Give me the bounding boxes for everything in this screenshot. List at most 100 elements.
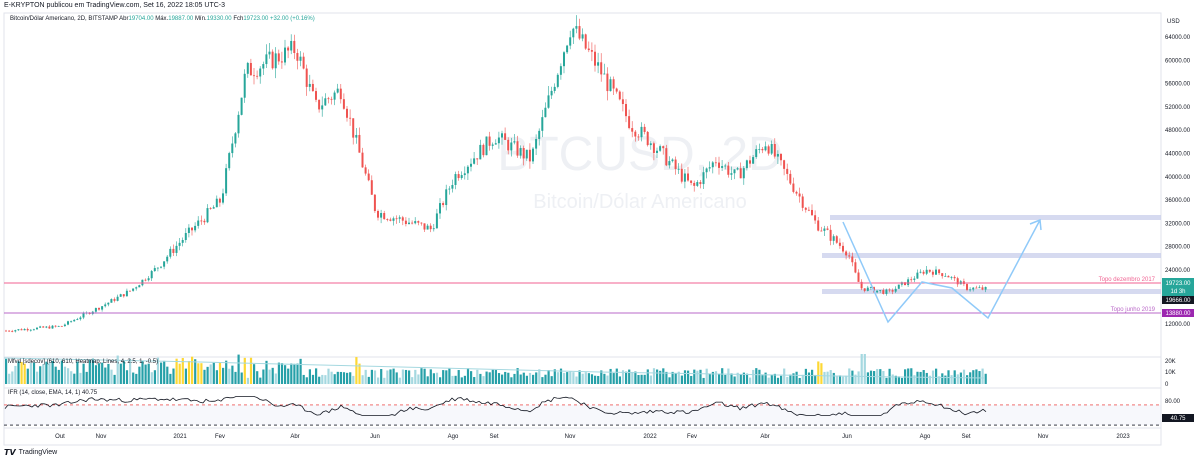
candle-body-193 xyxy=(603,73,606,75)
high-value: 19887.00 xyxy=(168,16,194,22)
candle-body-184 xyxy=(575,26,578,29)
volume-bar-265 xyxy=(826,371,829,384)
candle-body-148 xyxy=(463,173,466,176)
volume-bar-287 xyxy=(894,375,897,384)
price-axis-ticks: 64000.00 60000.00 56000.00 52000.00 48000.00… xyxy=(1165,35,1191,328)
volume-bar-203 xyxy=(634,371,637,384)
volume-bar-259 xyxy=(807,372,811,384)
candle-body-199 xyxy=(621,99,624,105)
candle-body-126 xyxy=(395,218,398,220)
price-tick-3: 52000.00 xyxy=(1165,105,1191,111)
volume-bar-235 xyxy=(733,376,736,384)
candle-body-236 xyxy=(736,168,739,170)
time-tick-8: Nov xyxy=(565,434,576,440)
volume-bar-168 xyxy=(525,375,528,384)
candle-body-103 xyxy=(324,98,327,106)
volume-bar-221 xyxy=(690,375,693,384)
candle-body-297 xyxy=(925,269,928,274)
volume-bar-81 xyxy=(256,371,259,384)
volume-bar-72 xyxy=(228,368,231,384)
candle-body-171 xyxy=(535,138,538,149)
volume-bar-102 xyxy=(321,374,324,384)
candle-body-64 xyxy=(203,220,206,223)
volume-bar-114 xyxy=(358,363,361,384)
volume-bar-58 xyxy=(184,368,187,384)
candle-body-124 xyxy=(389,219,392,221)
candle-body-194 xyxy=(606,73,609,92)
candle-body-239 xyxy=(745,160,748,169)
volume-bar-87 xyxy=(274,373,277,384)
volume-bar-31 xyxy=(101,362,104,384)
candle-body-136 xyxy=(426,225,429,230)
volume-bar-43 xyxy=(138,366,141,384)
candle-body-17 xyxy=(57,325,60,327)
symbol-name: Bitcoin/Dólar Americano, 2D, BITSTAMP xyxy=(10,16,118,22)
candle-body-157 xyxy=(491,144,494,146)
candle-body-274 xyxy=(854,262,857,273)
time-tick-3: Fev xyxy=(215,434,225,440)
candle-body-123 xyxy=(386,219,389,220)
volume-bar-56 xyxy=(178,363,181,384)
candle-body-241 xyxy=(752,157,755,164)
volume-bar-160 xyxy=(501,374,504,384)
candle-body-59 xyxy=(187,227,190,233)
time-tick-13: Ago xyxy=(920,434,931,440)
candle-body-160 xyxy=(501,133,503,138)
volume-bar-251 xyxy=(783,368,786,384)
candle-body-150 xyxy=(470,163,472,167)
open-label: Abr xyxy=(119,16,129,22)
rsi-value-badge xyxy=(1162,414,1194,422)
candle-body-30 xyxy=(98,308,100,310)
volume-bar-50 xyxy=(160,362,163,384)
volume-bar-64 xyxy=(203,369,206,384)
volume-bar-193 xyxy=(603,373,606,384)
volume-bar-208 xyxy=(649,375,652,384)
candle-body-272 xyxy=(848,255,851,257)
candle-body-283 xyxy=(882,290,885,294)
candle-body-114 xyxy=(358,134,361,153)
candle-body-234 xyxy=(730,173,733,175)
last-price-badge xyxy=(1162,278,1194,296)
candle-body-4 xyxy=(17,329,20,331)
volume-bar-258 xyxy=(804,368,807,384)
candle-body-294 xyxy=(916,272,919,279)
candle-body-52 xyxy=(166,256,169,262)
candle-body-125 xyxy=(392,218,395,221)
volume-bar-266 xyxy=(829,370,832,384)
volume-bar-108 xyxy=(339,371,342,384)
volume-bar-129 xyxy=(404,369,408,384)
candle-body-229 xyxy=(714,162,717,164)
time-tick-10: Fev xyxy=(687,434,697,440)
volume-bar-289 xyxy=(900,377,904,384)
candle-body-3 xyxy=(14,330,17,332)
volume-bar-283 xyxy=(882,371,885,384)
volume-bar-130 xyxy=(408,370,411,384)
candle-body-290 xyxy=(904,282,906,286)
volume-bar-159 xyxy=(497,373,501,384)
candle-body-19 xyxy=(63,324,66,327)
volume-bar-295 xyxy=(919,371,922,384)
candle-body-273 xyxy=(851,256,854,263)
volume-bar-180 xyxy=(563,372,566,384)
volume-bar-137 xyxy=(429,369,432,384)
candle-body-36 xyxy=(116,296,119,301)
volume-bar-233 xyxy=(727,368,730,384)
candle-body-7 xyxy=(26,328,29,331)
candle-body-57 xyxy=(181,240,184,243)
volume-bar-131 xyxy=(411,377,414,384)
rsi-tick-80: 80.00 xyxy=(1165,399,1181,405)
symbol-legend: Bitcoin/Dólar Americano, 2D, BITSTAMP Ab… xyxy=(10,16,315,22)
candle-body-118 xyxy=(370,180,373,195)
candle-body-82 xyxy=(259,68,262,77)
volume-bar-55 xyxy=(175,358,178,384)
candle-body-313 xyxy=(975,287,978,289)
candle-body-173 xyxy=(541,117,544,131)
candle-body-51 xyxy=(163,261,166,267)
volume-bar-4 xyxy=(17,361,20,384)
candle-body-60 xyxy=(191,227,193,231)
volume-bar-77 xyxy=(243,357,246,384)
volume-bar-179 xyxy=(559,368,563,384)
volume-bar-276 xyxy=(860,354,863,384)
candle-body-223 xyxy=(696,182,699,186)
